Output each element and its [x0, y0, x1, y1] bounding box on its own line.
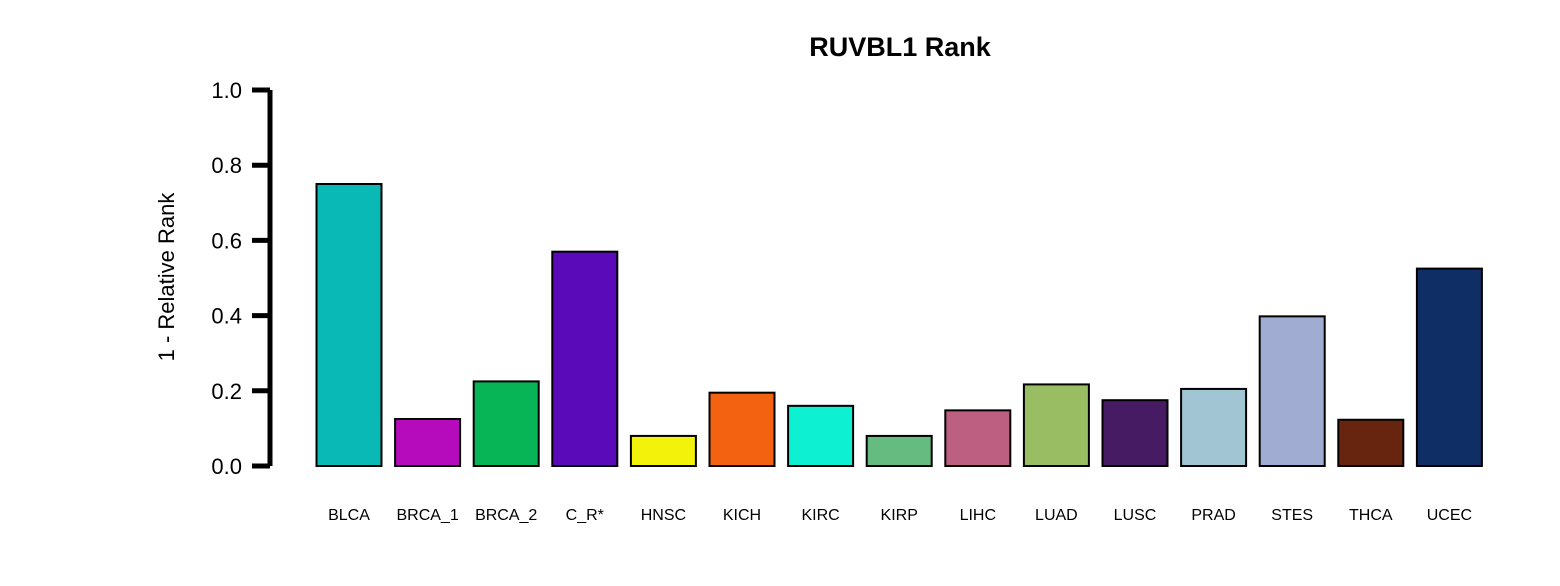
- x-tick-label: LIHC: [960, 507, 996, 524]
- y-axis: 0.0 0.2 0.4 0.6 0.8 1.0: [211, 78, 273, 479]
- x-tick-label: UCEC: [1427, 507, 1472, 524]
- x-tick-label: C_R*: [566, 507, 604, 524]
- bar-luad: [1022, 383, 1090, 467]
- bar-prad: [1180, 387, 1248, 468]
- x-tick-label: KICH: [723, 507, 761, 524]
- x-tick-label: LUSC: [1114, 507, 1157, 524]
- y-axis-label: 1 - Relative Rank: [154, 192, 179, 362]
- bar-brca-1: [394, 418, 462, 467]
- bar-blca: [315, 183, 383, 467]
- y-tick-label: 0.6: [211, 228, 242, 253]
- x-tick-label: BRCA_2: [475, 507, 537, 524]
- x-tick-label: BRCA_1: [396, 507, 458, 524]
- bar-thca: [1337, 418, 1405, 468]
- bar-brca-2: [472, 380, 540, 467]
- y-tick-label: 0.0: [211, 454, 242, 479]
- x-tick-label: STES: [1271, 507, 1313, 524]
- x-tick-label: THCA: [1349, 507, 1393, 524]
- y-tick-label: 0.4: [211, 304, 242, 329]
- x-axis-labels: BLCA BRCA_1 BRCA_2 C_R* HNSC KICH KIRC KIRP LIHC…: [328, 507, 1472, 524]
- bar-hnsc: [629, 434, 697, 468]
- x-tick-label: PRAD: [1191, 507, 1235, 524]
- x-tick-label: BLCA: [328, 507, 370, 524]
- y-tick-label: 0.2: [211, 379, 242, 404]
- x-tick-label: KIRP: [881, 507, 918, 524]
- bar-kirp: [865, 434, 933, 468]
- y-tick-label: 0.8: [211, 153, 242, 178]
- bar-stes: [1258, 315, 1326, 467]
- bar-c-r-: [551, 250, 619, 467]
- bar-kich: [708, 391, 776, 467]
- bar-ucec: [1415, 267, 1483, 467]
- bar-lusc: [1101, 399, 1169, 468]
- bar-kirc: [787, 404, 855, 467]
- x-tick-label: KIRC: [801, 507, 839, 524]
- x-tick-label: LUAD: [1035, 507, 1078, 524]
- bars: [315, 183, 1483, 468]
- chart-title: RUVBL1 Rank: [809, 32, 992, 62]
- bar-lihc: [944, 409, 1012, 467]
- x-tick-label: HNSC: [641, 507, 686, 524]
- y-tick-label: 1.0: [211, 78, 242, 103]
